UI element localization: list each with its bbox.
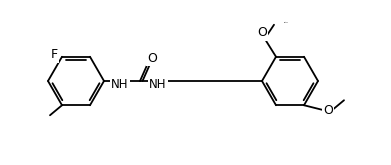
Text: F: F (50, 48, 57, 61)
Text: O: O (147, 51, 157, 65)
Text: O: O (257, 26, 267, 39)
Text: O: O (323, 104, 333, 117)
Text: NH: NH (149, 78, 167, 90)
Text: methyl: methyl (283, 22, 289, 23)
Text: NH: NH (111, 78, 129, 90)
